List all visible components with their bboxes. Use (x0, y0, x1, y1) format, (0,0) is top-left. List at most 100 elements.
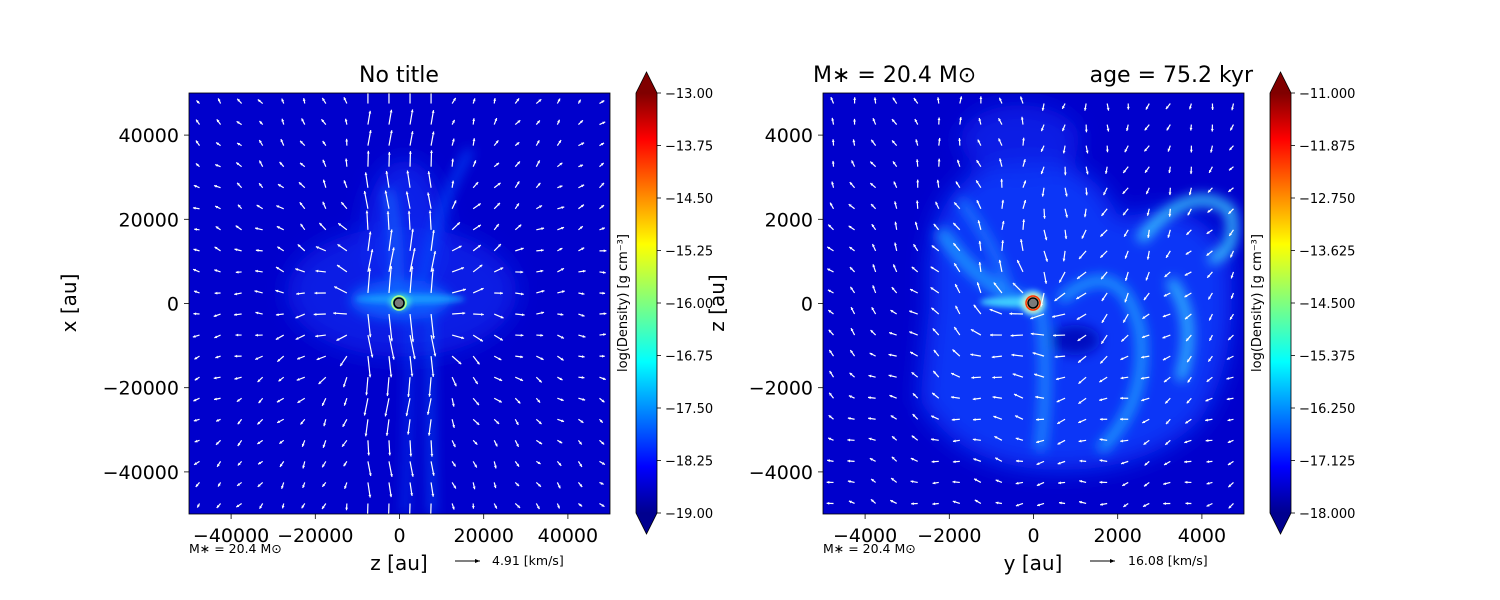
velocity-arrow-head (581, 313, 585, 317)
velocity-arrow-head (258, 400, 262, 404)
velocity-arrow (409, 334, 416, 360)
x-ticks-right: −4000 −2000 0 2000 4000 (833, 514, 1226, 547)
velocity-arrow-head (1189, 171, 1193, 175)
velocity-arrow-head (1185, 420, 1189, 424)
velocity-arrow-head (1146, 191, 1149, 195)
velocity-arrow-head (1015, 459, 1019, 463)
velocity-arrow-head (370, 354, 374, 358)
y-tick-label: 0 (167, 294, 179, 316)
velocity-arrow-head (1020, 116, 1024, 120)
velocity-arrow-head (430, 453, 434, 457)
quiver-key-left: 4.91 [km/s] (492, 553, 564, 568)
velocity-arrow-head (853, 97, 857, 100)
velocity-arrow-head (493, 465, 497, 469)
velocity-arrow-head (1043, 215, 1046, 219)
velocity-arrow-head (1123, 504, 1127, 507)
velocity-arrow-head (979, 96, 983, 100)
velocity-arrow-head (520, 355, 524, 359)
velocity-arrow-head (313, 312, 317, 316)
velocity-arrow-head (560, 335, 564, 339)
velocity-arrow-head (345, 507, 349, 511)
velocity-arrow-head (541, 289, 545, 293)
velocity-arrow-head (953, 243, 957, 247)
velocity-arrow-head (937, 137, 941, 141)
velocity-arrow-head (954, 202, 958, 206)
velocity-arrow-head (537, 461, 541, 465)
velocity-arrow-head (850, 328, 854, 332)
velocity-arrow-head (1015, 481, 1019, 485)
velocity-arrow-head (368, 374, 372, 378)
velocity-arrow-head (1206, 460, 1210, 464)
colorbar-tick-label: −16.00 (665, 297, 713, 312)
velocity-arrow-head (954, 263, 957, 267)
velocity-arrow-head (368, 231, 372, 235)
velocity-arrow-head (1122, 190, 1126, 194)
velocity-arrow-head (1124, 277, 1128, 281)
velocity-arrow-head (259, 160, 262, 164)
velocity-arrow-head (1041, 128, 1044, 132)
velocity-arrow (367, 231, 372, 251)
velocity-arrow-head (1142, 316, 1146, 319)
velocity-arrow-head (427, 192, 430, 196)
velocity-arrow-head (474, 464, 477, 468)
velocity-arrow-head (277, 420, 281, 423)
velocity-arrow-head (344, 118, 348, 122)
velocity-arrow-head (259, 183, 262, 187)
velocity-arrow-head (993, 415, 997, 419)
velocity-arrow-head (1124, 299, 1128, 303)
velocity-arrow-head (192, 206, 196, 210)
velocity-arrow-head (1165, 442, 1169, 445)
velocity-arrow-head (557, 98, 561, 102)
velocity-arrow-head (365, 210, 369, 214)
colorbar-tick-label: −11.000 (1299, 87, 1355, 102)
velocity-arrow-head (195, 140, 199, 144)
velocity-arrow-head (236, 162, 240, 166)
velocity-arrow-head (913, 98, 917, 102)
colorbar-tick-label: −14.500 (1299, 297, 1355, 312)
velocity-arrow-head (971, 376, 975, 380)
velocity-arrow-head (914, 119, 918, 123)
velocity-arrow-head (991, 355, 995, 359)
velocity-arrow-head (410, 373, 414, 377)
velocity-arrow-head (410, 493, 414, 496)
velocity-arrow-head (951, 372, 955, 376)
velocity-arrow-head (235, 270, 239, 274)
velocity-arrow-head (538, 379, 542, 383)
velocity-arrow-head (559, 377, 563, 381)
velocity-arrow-head (1012, 282, 1016, 286)
velocity-arrow-head (1206, 503, 1210, 507)
velocity-arrow-head (1122, 483, 1126, 486)
velocity-arrow-head (1187, 379, 1191, 383)
velocity-arrow-head (1209, 169, 1212, 173)
velocity-arrow-head (301, 505, 305, 509)
velocity-arrow-head (871, 307, 875, 311)
velocity-arrow-head (257, 99, 261, 103)
velocity-arrow-head (344, 158, 348, 162)
velocity-arrow-head (1226, 357, 1230, 360)
velocity-arrow-head (214, 269, 218, 273)
velocity-arrow-head (831, 160, 835, 164)
velocity-arrow-head (255, 311, 259, 315)
velocity-arrow-head (368, 473, 372, 477)
velocity-arrow-head (1041, 107, 1045, 111)
velocity-arrow-head (315, 334, 319, 338)
velocity-arrow-head (516, 483, 520, 487)
velocity-arrow (407, 377, 411, 398)
velocity-arrow-head (1037, 503, 1041, 507)
velocity-arrow-head (848, 204, 852, 207)
velocity-arrow (428, 419, 432, 436)
velocity-arrow-head (300, 223, 304, 227)
velocity-arrow-head (343, 463, 347, 467)
velocity-arrow-head (1126, 106, 1130, 110)
velocity-arrow-head (978, 261, 982, 265)
velocity-arrow-head (1206, 231, 1210, 234)
velocity-arrow-head (216, 119, 220, 123)
velocity-arrow-head (1081, 235, 1085, 239)
velocity-arrow-head (433, 353, 437, 357)
velocity-arrow-head (1206, 379, 1210, 382)
velocity-arrow-head (234, 292, 238, 296)
x-ticks-left: −40000 −20000 0 20000 40000 (193, 514, 598, 547)
velocity-arrow-head (237, 204, 241, 208)
velocity-arrow-head (557, 119, 560, 123)
velocity-arrow-head (496, 421, 500, 424)
